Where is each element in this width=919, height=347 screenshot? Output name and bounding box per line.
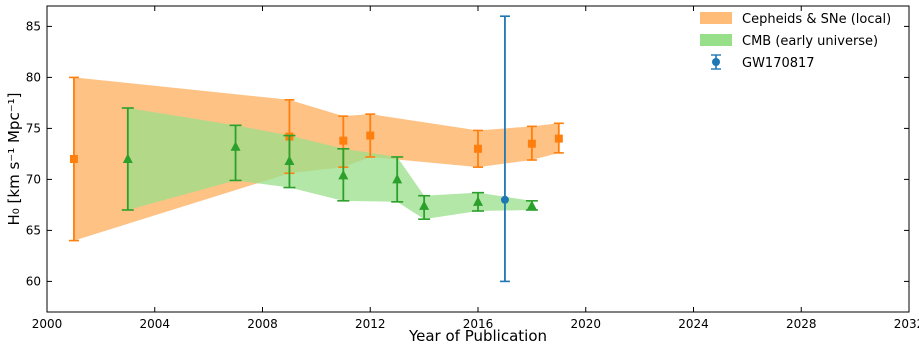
legend-swatch-0 bbox=[700, 12, 732, 24]
point-1-0 bbox=[122, 153, 133, 163]
y-tick-label-5: 85 bbox=[26, 19, 41, 33]
series-layer bbox=[68, 15, 564, 283]
point-0-6 bbox=[554, 134, 563, 143]
x-tick-label-5: 2020 bbox=[570, 317, 601, 331]
point-1-3 bbox=[338, 169, 349, 180]
y-axis-label: H₀ [km s⁻¹ Mpc⁻¹] bbox=[5, 93, 23, 226]
x-tick-label-3: 2012 bbox=[355, 317, 386, 331]
x-tick-label-2: 2008 bbox=[247, 317, 278, 331]
point-0-3 bbox=[366, 131, 375, 140]
y-tick-label-2: 70 bbox=[26, 172, 41, 186]
x-axis-label: Year of Publication bbox=[408, 327, 547, 345]
x-tick-label-6: 2024 bbox=[678, 317, 709, 331]
point-1-7 bbox=[526, 200, 537, 210]
y-tick-label-0: 60 bbox=[26, 274, 41, 288]
x-tick-label-4: 2016 bbox=[463, 317, 494, 331]
x-axis-ticks: 2000 2004 2008 2012 2016 2020 2024 2028 2032 bbox=[32, 6, 919, 331]
point-2-0 bbox=[500, 195, 509, 204]
legend-marker-2 bbox=[712, 58, 720, 66]
point-1-2 bbox=[284, 155, 295, 166]
y-tick-label-3: 75 bbox=[26, 121, 41, 135]
legend-label-2: GW170817 bbox=[742, 56, 815, 71]
point-1-5 bbox=[419, 200, 430, 210]
y-tick-label-1: 65 bbox=[26, 223, 41, 237]
point-1-4 bbox=[392, 173, 403, 184]
x-tick-label-7: 2028 bbox=[786, 317, 817, 331]
y-axis-ticks: 60 65 70 75 80 85 bbox=[26, 19, 909, 288]
legend-label-0: Cepheids & SNe (local) bbox=[742, 12, 891, 27]
y-tick-label-4: 80 bbox=[26, 70, 41, 84]
point-0-5 bbox=[527, 139, 536, 148]
x-tick-label-8: 2032 bbox=[894, 317, 919, 331]
legend: Cepheids & SNe (local) CMB (early univers… bbox=[700, 12, 891, 71]
legend-label-1: CMB (early universe) bbox=[742, 34, 878, 49]
point-1-6 bbox=[473, 196, 483, 206]
point-0-4 bbox=[474, 144, 482, 153]
legend-swatch-1 bbox=[700, 34, 732, 46]
x-tick-label-0: 2000 bbox=[32, 317, 63, 331]
point-0-0 bbox=[69, 155, 78, 163]
point-1-1 bbox=[230, 141, 241, 151]
point-0-2 bbox=[339, 136, 348, 145]
band-1 bbox=[127, 108, 532, 220]
bands-layer bbox=[73, 77, 559, 241]
x-tick-label-1: 2004 bbox=[139, 317, 170, 331]
